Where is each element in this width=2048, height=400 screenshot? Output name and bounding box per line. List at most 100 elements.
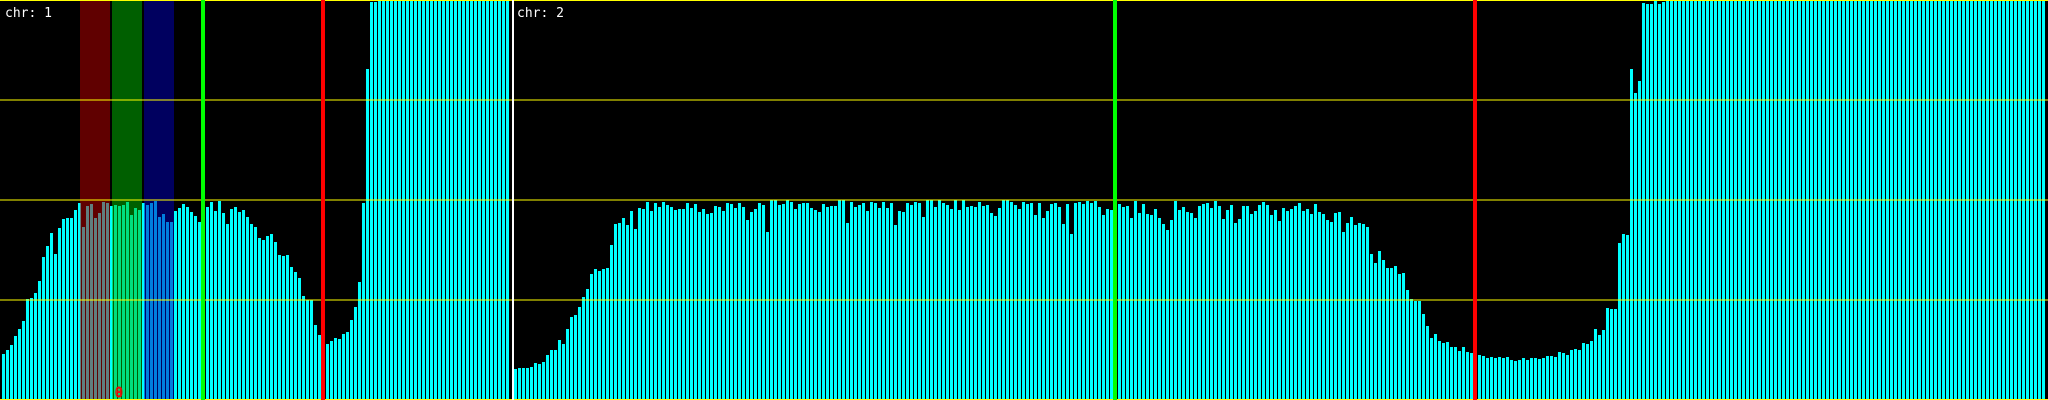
bar xyxy=(1650,4,1653,400)
bar xyxy=(746,220,749,400)
bar xyxy=(374,2,377,400)
bar xyxy=(110,206,113,400)
bar xyxy=(1614,309,1617,400)
bar xyxy=(1594,329,1597,400)
bar xyxy=(258,238,261,400)
bar xyxy=(1450,347,1453,400)
bar xyxy=(606,268,609,400)
bar xyxy=(894,225,897,400)
bar xyxy=(1138,213,1141,400)
bar xyxy=(250,224,253,400)
bar xyxy=(1322,214,1325,400)
bar xyxy=(882,202,885,400)
bar xyxy=(742,207,745,400)
bar xyxy=(46,246,49,400)
bar xyxy=(1414,301,1417,400)
bar xyxy=(366,69,369,400)
bar xyxy=(70,218,73,400)
bar xyxy=(1226,210,1229,400)
bar xyxy=(1434,334,1437,400)
bar xyxy=(898,211,901,400)
bar xyxy=(1398,274,1401,400)
bar xyxy=(354,307,357,400)
bar xyxy=(1250,214,1253,400)
bar xyxy=(854,207,857,400)
bar xyxy=(10,345,13,400)
bar xyxy=(1178,210,1181,400)
bar xyxy=(1338,212,1341,400)
bar xyxy=(1342,232,1345,400)
bar xyxy=(950,209,953,400)
bar xyxy=(1562,353,1565,400)
bar xyxy=(1430,338,1433,400)
bar xyxy=(1390,268,1393,400)
bar xyxy=(1258,205,1261,400)
bar xyxy=(1442,343,1445,400)
bar xyxy=(274,242,277,400)
bar xyxy=(1218,206,1221,400)
bar xyxy=(214,211,217,400)
bar xyxy=(890,203,893,400)
marker-line xyxy=(201,0,205,400)
bar xyxy=(1534,358,1537,400)
bar xyxy=(1470,353,1473,400)
bar xyxy=(1310,214,1313,400)
bar xyxy=(334,338,337,400)
bar xyxy=(846,223,849,400)
bar xyxy=(1254,211,1257,400)
bar xyxy=(1238,219,1241,400)
bar xyxy=(234,207,237,400)
bar xyxy=(866,211,869,400)
bar xyxy=(526,368,529,400)
bar xyxy=(570,317,573,400)
bar xyxy=(1042,218,1045,400)
bar xyxy=(1126,206,1129,400)
bar xyxy=(870,202,873,400)
bar xyxy=(670,207,673,400)
bar xyxy=(934,207,937,400)
bar xyxy=(66,218,69,400)
bar xyxy=(362,203,365,400)
bar xyxy=(1518,360,1521,400)
bar xyxy=(982,206,985,400)
bar xyxy=(682,209,685,400)
bar xyxy=(918,203,921,400)
bar xyxy=(1502,358,1505,400)
bar xyxy=(538,364,541,400)
bar xyxy=(694,204,697,400)
bar xyxy=(1010,202,1013,400)
bar xyxy=(1294,206,1297,400)
bar xyxy=(550,350,553,400)
bar xyxy=(834,206,837,400)
bar xyxy=(810,208,813,400)
bar xyxy=(914,202,917,400)
bar xyxy=(1282,208,1285,400)
bar xyxy=(734,208,737,400)
bar xyxy=(534,363,537,400)
bar xyxy=(1234,223,1237,400)
bar xyxy=(958,210,961,400)
bar xyxy=(242,210,245,400)
bar xyxy=(910,205,913,400)
bar xyxy=(1350,217,1353,400)
bar xyxy=(1170,220,1173,400)
bar xyxy=(1646,4,1649,400)
bar xyxy=(738,203,741,400)
bar xyxy=(986,205,989,400)
point-label: 0 xyxy=(115,386,123,400)
bar xyxy=(1526,360,1529,400)
bar xyxy=(78,203,81,400)
bar xyxy=(190,212,193,400)
bar xyxy=(994,216,997,400)
bar xyxy=(210,202,213,400)
bar xyxy=(902,212,905,400)
bar xyxy=(1662,2,1665,400)
bar xyxy=(1278,221,1281,400)
bar xyxy=(658,207,661,400)
bar xyxy=(1014,205,1017,400)
bar xyxy=(1494,358,1497,400)
bar xyxy=(530,367,533,400)
bar xyxy=(1410,299,1413,400)
bar xyxy=(326,344,329,400)
bar xyxy=(798,204,801,400)
